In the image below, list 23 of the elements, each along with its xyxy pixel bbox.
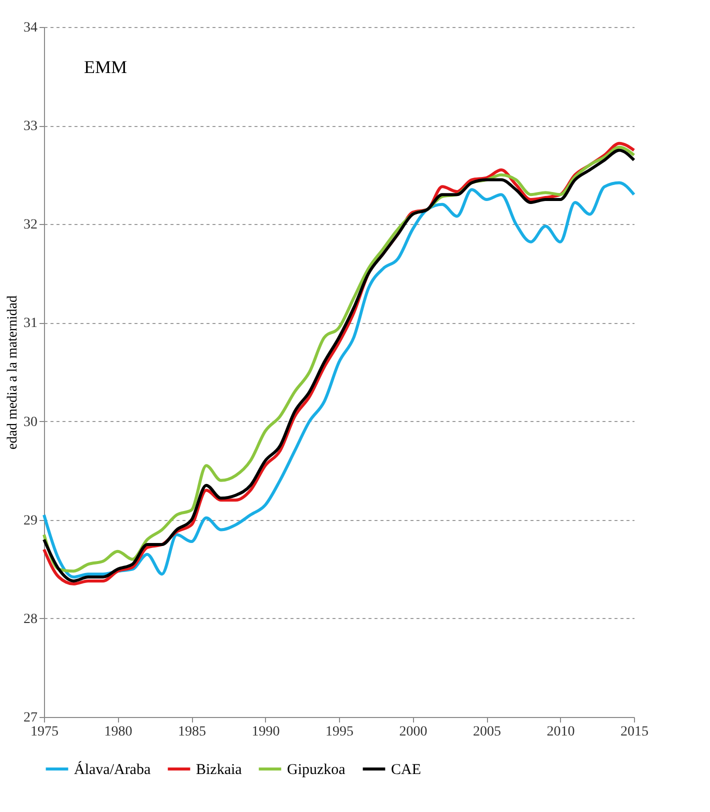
x-tick-label: 2015 — [620, 724, 648, 740]
x-tick-label: 2010 — [546, 724, 575, 740]
y-axis-title: edad media a la maternidad — [6, 296, 20, 450]
y-tick-label: 27 — [24, 710, 38, 726]
x-tick-label: 1975 — [30, 724, 58, 740]
x-tick-label: 1995 — [326, 724, 354, 740]
y-tick-label: 33 — [24, 119, 38, 134]
legend-label: Gipuzkoa — [287, 762, 346, 778]
legend-label: CAE — [391, 762, 421, 778]
y-tick-label: 31 — [24, 316, 38, 332]
y-tick-label: 32 — [24, 218, 38, 233]
y-tick-label: 34 — [24, 20, 38, 36]
x-tick-label: 2005 — [473, 724, 501, 740]
y-tick-label: 29 — [24, 513, 38, 528]
x-tick-label: 2000 — [399, 724, 428, 740]
y-tick-label: 30 — [24, 414, 38, 430]
legend-label: Álava/Araba — [74, 761, 151, 778]
y-tick-label: 28 — [24, 612, 38, 627]
x-tick-label: 1985 — [178, 724, 206, 740]
annotation: EMM — [84, 57, 128, 77]
x-tick-label: 1990 — [252, 724, 280, 740]
legend-label: Bizkaia — [196, 762, 242, 778]
x-tick-label: 1980 — [104, 724, 132, 740]
